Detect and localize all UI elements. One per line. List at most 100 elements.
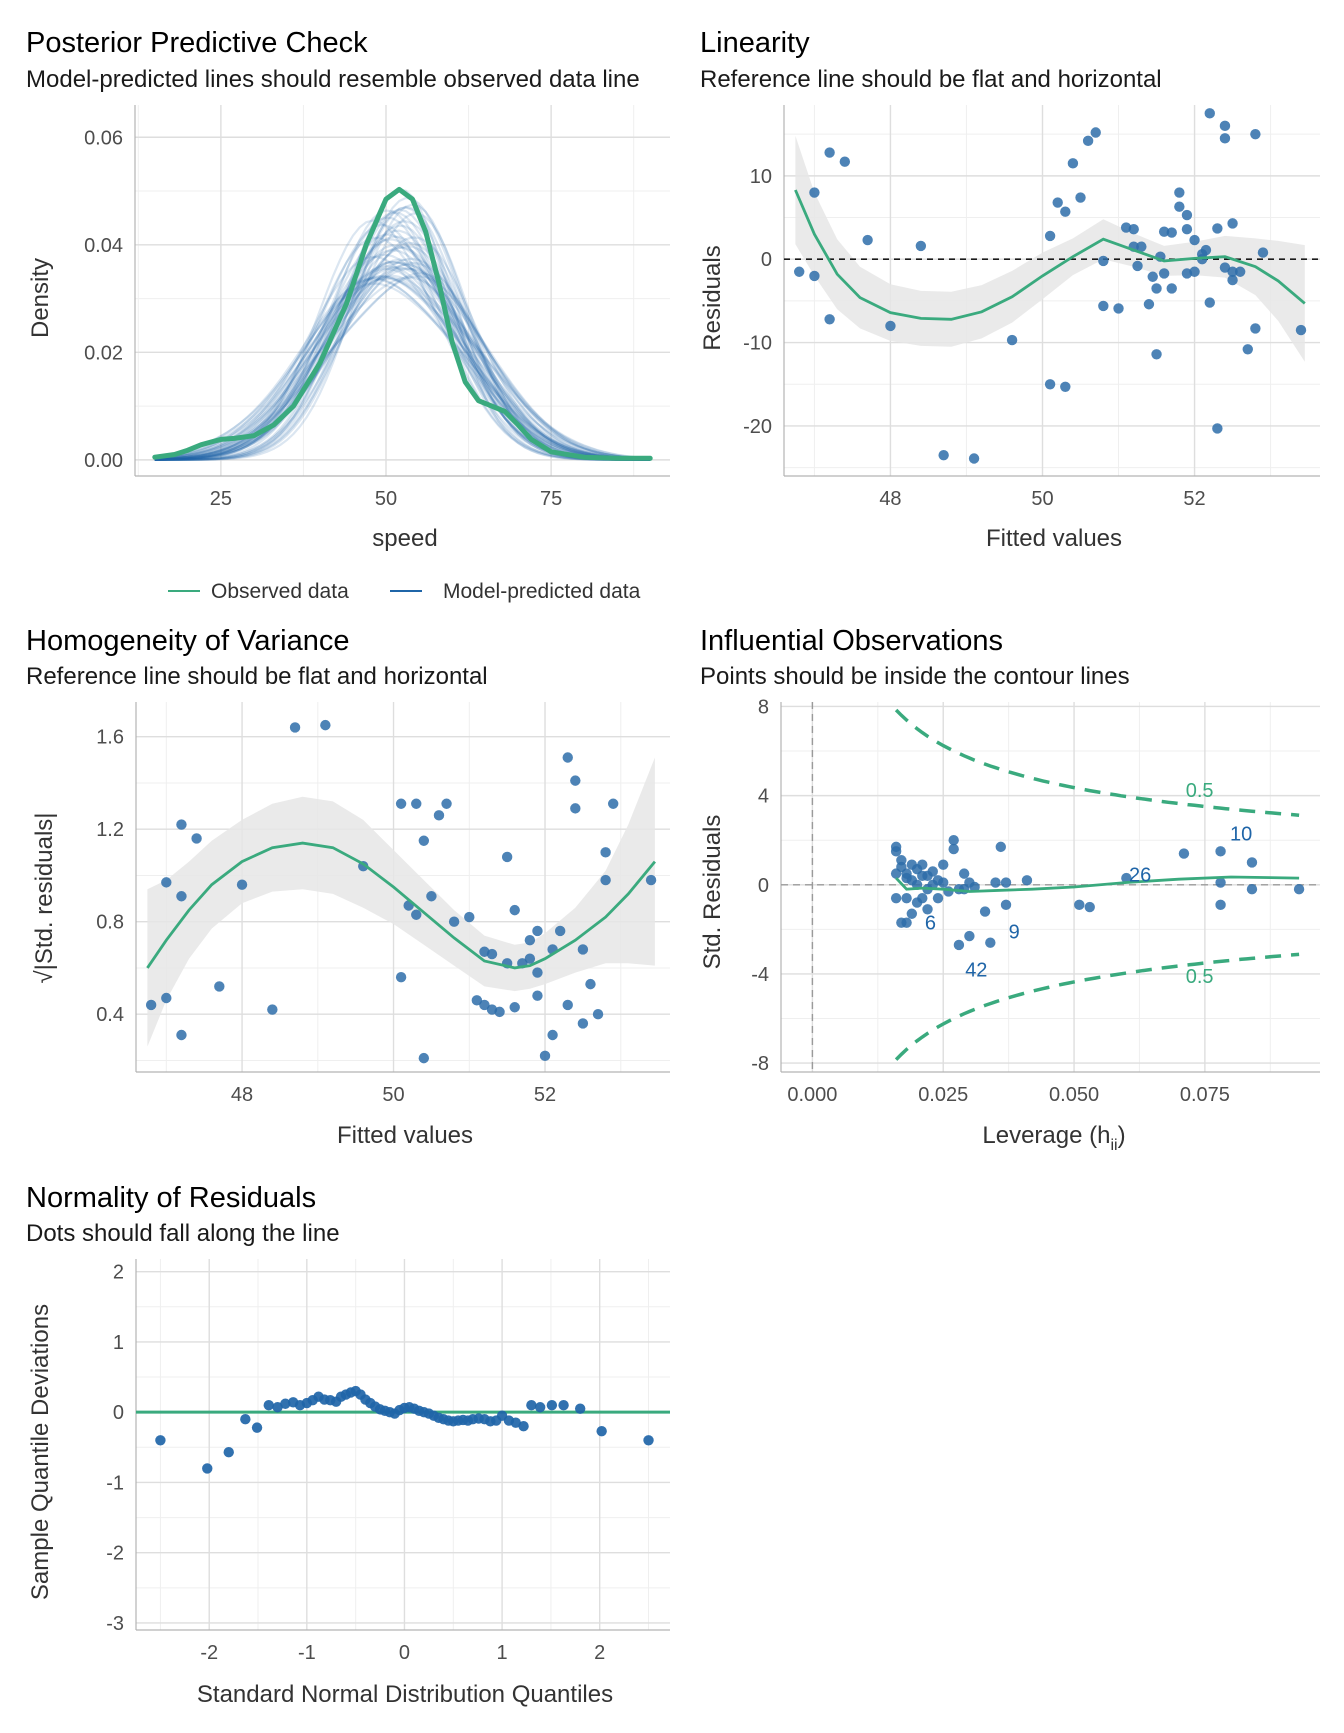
x-tick-label: 50	[375, 488, 397, 510]
residual-point	[968, 453, 980, 464]
std-residual-point	[411, 909, 422, 920]
panel-normality-of-residuals: Normality of Residuals Dots should fall …	[26, 1182, 670, 1708]
quantile-point	[251, 1422, 263, 1433]
residual-point	[1158, 268, 1170, 279]
leverage-point	[964, 930, 975, 942]
predicted-draw-line	[154, 261, 651, 461]
std-residual-point	[418, 1052, 430, 1064]
y-tick-label: -1	[106, 1472, 124, 1494]
residual-point	[1044, 379, 1056, 390]
std-residual-point	[592, 1008, 604, 1020]
residual-point	[1151, 283, 1162, 294]
std-residual-point	[570, 775, 581, 786]
predicted-draw-line	[154, 263, 651, 461]
std-residual-point	[570, 803, 581, 814]
leverage-point	[911, 897, 923, 908]
residual-point	[1234, 266, 1246, 277]
quantile-point	[510, 1417, 521, 1428]
leverage-point	[995, 841, 1006, 853]
y-tick-label: 0.04	[84, 235, 123, 257]
std-residual-point	[607, 798, 619, 809]
std-residual-point	[176, 891, 187, 902]
residual-point	[1044, 230, 1056, 242]
x-tick-label: 0.075	[1180, 1084, 1230, 1106]
std-residual-point	[585, 978, 596, 990]
residual-point	[809, 270, 820, 282]
x-tick-label: 0.050	[1049, 1084, 1099, 1106]
std-residual-point	[395, 971, 407, 983]
y-tick-label: 0	[761, 249, 772, 271]
residual-point	[1158, 226, 1170, 237]
x-tick-label: 50	[1031, 488, 1053, 510]
std-residual-point	[289, 722, 301, 733]
std-residual-point	[161, 877, 172, 888]
y-tick-label: -10	[743, 333, 772, 355]
std-residual-point	[539, 1050, 551, 1062]
std-residual-point	[411, 798, 422, 809]
std-residual-point	[532, 990, 543, 1001]
residual-point	[1227, 274, 1238, 286]
residual-point	[1189, 234, 1200, 246]
y-tick-label: 0	[113, 1402, 124, 1424]
observation-label: 10	[1230, 824, 1252, 846]
residual-point	[885, 320, 896, 332]
leverage-point	[985, 937, 996, 948]
predicted-draw-line	[154, 257, 651, 461]
panel-subtitle: Model-predicted lines should resemble ob…	[26, 66, 640, 93]
std-residual-point	[524, 953, 536, 964]
std-residual-point	[395, 798, 407, 809]
predicted-draw-line	[154, 236, 651, 461]
residual-point	[1060, 381, 1071, 392]
std-residual-point	[600, 874, 611, 886]
residual-point	[1181, 224, 1193, 235]
residual-point	[1200, 244, 1212, 256]
x-tick-label: 2	[594, 1642, 605, 1664]
x-tick-label: 48	[231, 1084, 253, 1106]
residual-point	[794, 266, 805, 277]
leverage-point	[953, 939, 965, 951]
residual-point	[1147, 271, 1158, 282]
residual-point	[1242, 344, 1253, 355]
x-tick-label: 1	[497, 1642, 508, 1664]
y-tick-label: 0.06	[84, 127, 123, 149]
leverage-point	[927, 866, 938, 877]
quantile-point	[263, 1399, 274, 1411]
std-residual-point	[501, 851, 513, 863]
y-axis-label: Std. Residuals	[699, 815, 726, 970]
residual-point	[1166, 227, 1177, 238]
y-tick-label: 0.8	[96, 912, 124, 934]
residual-point	[1189, 266, 1200, 277]
leverage-point	[1021, 875, 1033, 886]
plot-area: 0.000 0.025 0.050 0.075 -8 -4 0 4 8 0.5 0.5 6 9 42 26 1…	[751, 696, 1320, 1106]
quantile-point	[223, 1447, 234, 1458]
std-residual-point	[214, 981, 225, 992]
residual-point	[1219, 262, 1231, 273]
panel-title: Homogeneity of Variance	[26, 625, 349, 657]
predicted-draw-line	[154, 267, 651, 461]
quantile-point	[272, 1402, 283, 1413]
predicted-draw-line	[154, 275, 651, 461]
x-axis-label: Leverage (hii)	[982, 1122, 1125, 1154]
residual-point	[1250, 128, 1261, 140]
x-axis-label: Fitted values	[986, 525, 1122, 552]
std-residual-point	[532, 967, 543, 978]
std-residual-point	[433, 810, 445, 821]
confidence-ribbon	[147, 757, 655, 1047]
x-tick-label: 0.025	[918, 1084, 968, 1106]
predicted-draw-line	[154, 219, 651, 461]
x-axis-label: Standard Normal Distribution Quantiles	[197, 1681, 613, 1708]
legend-label-predicted: Model-predicted data	[443, 580, 641, 603]
std-residual-point	[562, 752, 573, 763]
y-axis-label: Sample Quantile Deviations	[27, 1304, 54, 1600]
panel-influential-observations: Influential Observations Points should b…	[699, 625, 1320, 1154]
residual-point	[1227, 218, 1238, 229]
x-tick-label: 52	[1183, 488, 1205, 510]
residual-point	[1143, 299, 1155, 310]
residual-point	[824, 314, 835, 325]
predicted-draw-line	[154, 241, 651, 461]
y-tick-label: 0.00	[84, 450, 123, 472]
residual-point	[1174, 187, 1185, 198]
predicted-draw-line	[154, 276, 651, 461]
predicted-draw-line	[154, 211, 651, 461]
quantile-point	[643, 1435, 654, 1446]
